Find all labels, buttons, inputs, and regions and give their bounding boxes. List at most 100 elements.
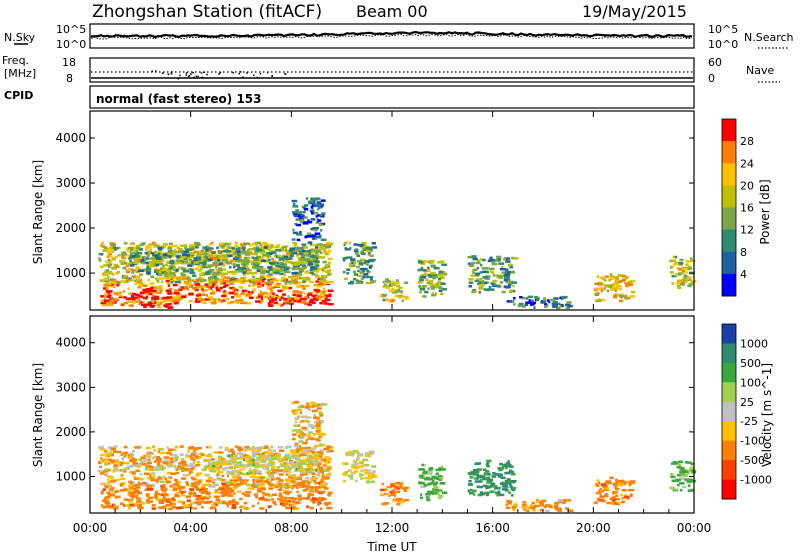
scatter-cell	[235, 482, 240, 486]
scatter-cell	[286, 492, 290, 496]
scatter-cell	[267, 454, 271, 457]
scatter-cell	[222, 467, 226, 470]
scatter-cell	[263, 455, 269, 458]
scatter-cell	[524, 303, 529, 307]
scatter-cell	[99, 472, 105, 475]
scatter-cell	[343, 473, 348, 476]
scatter-cell	[184, 468, 191, 471]
scatter-cell	[107, 270, 113, 274]
scatter-cell	[300, 256, 305, 260]
scatter-cell	[137, 277, 141, 281]
scatter-cell	[131, 255, 134, 259]
scatter-cell	[304, 284, 310, 288]
scatter-cell	[298, 277, 303, 280]
scatter-cell	[598, 489, 601, 493]
scatter-cell	[192, 461, 196, 464]
scatter-cell	[297, 494, 302, 497]
scatter-cell	[270, 278, 275, 281]
scatter-cell	[243, 501, 248, 505]
scatter-cell	[108, 282, 112, 285]
scatter-cell	[279, 502, 285, 506]
scatter-cell	[224, 276, 231, 279]
scatter-cell	[107, 468, 111, 472]
scatter-cell	[137, 481, 141, 484]
scatter-cell	[368, 266, 372, 269]
scatter-cell	[309, 481, 312, 485]
scatter-cell	[132, 256, 137, 260]
scatter-cell	[484, 277, 490, 280]
scatter-cell	[165, 289, 172, 293]
scatter-cell	[509, 283, 513, 286]
scatter-cell	[596, 498, 601, 501]
scatter-cell	[630, 488, 635, 492]
scatter-cell	[288, 496, 295, 500]
scatter-cell	[510, 470, 513, 474]
scatter-cell	[122, 470, 127, 473]
scatter-cell	[290, 485, 296, 488]
scatter-cell	[155, 498, 161, 502]
scatter-cell	[178, 297, 184, 300]
scatter-cell	[510, 494, 514, 497]
scatter-cell	[166, 282, 171, 285]
scatter-cell	[144, 458, 149, 462]
scatter-cell	[669, 473, 673, 476]
scatter-cell	[104, 270, 109, 273]
scatter-cell	[232, 263, 237, 266]
scatter-cell	[123, 467, 130, 470]
scatter-cell	[272, 259, 276, 262]
scatter-cell	[212, 257, 217, 261]
scatter-cell	[327, 280, 334, 284]
scatter-cell	[278, 262, 284, 265]
scatter-cell	[108, 485, 112, 488]
scatter-cell	[545, 304, 549, 307]
scatter-cell	[201, 468, 207, 472]
scatter-cell	[145, 494, 150, 497]
scatter-cell	[403, 489, 407, 493]
scatter-cell	[603, 494, 609, 498]
scatter-cell	[112, 273, 115, 276]
scatter-cell	[234, 256, 240, 260]
scatter-cell	[256, 247, 263, 250]
scatter-cell	[147, 278, 151, 282]
scatter-cell	[300, 254, 307, 257]
scatter-cell	[433, 266, 440, 270]
scatter-cell	[144, 292, 149, 296]
scatter-cell	[301, 266, 308, 269]
scatter-cell	[197, 269, 202, 272]
colorbar-segment	[722, 185, 736, 208]
scatter-cell	[232, 451, 235, 454]
scatter-cell	[128, 292, 133, 295]
scatter-cell	[213, 278, 220, 281]
scatter-cell	[598, 481, 601, 485]
scatter-cell	[483, 468, 487, 472]
scatter-cell	[479, 485, 484, 489]
scatter-cell	[156, 257, 162, 260]
scatter-cell	[155, 277, 158, 280]
scatter-cell	[260, 271, 265, 275]
scatter-cell	[248, 284, 251, 287]
scatter-cell	[431, 291, 434, 295]
scatter-cell	[281, 285, 287, 289]
scatter-cell	[131, 271, 135, 274]
scatter-cell	[273, 453, 278, 456]
scatter-cell	[131, 301, 136, 304]
scatter-cell	[216, 496, 219, 500]
scatter-cell	[385, 493, 389, 496]
scatter-cell	[272, 245, 276, 249]
scatter-cell	[624, 294, 628, 297]
scatter-cell	[153, 245, 156, 248]
scatter-cell	[312, 497, 318, 500]
scatter-cell	[313, 249, 317, 253]
scatter-cell	[282, 279, 286, 283]
scatter-cell	[302, 428, 309, 431]
scatter-cell	[614, 289, 617, 292]
scatter-cell	[266, 252, 270, 255]
scatter-cell	[224, 293, 227, 296]
scatter-cell	[239, 455, 244, 458]
scatter-cell	[359, 267, 364, 271]
scatter-cell	[129, 481, 134, 484]
scatter-cell	[225, 470, 230, 473]
scatter-cell	[436, 285, 441, 288]
scatter-cell	[131, 459, 136, 462]
